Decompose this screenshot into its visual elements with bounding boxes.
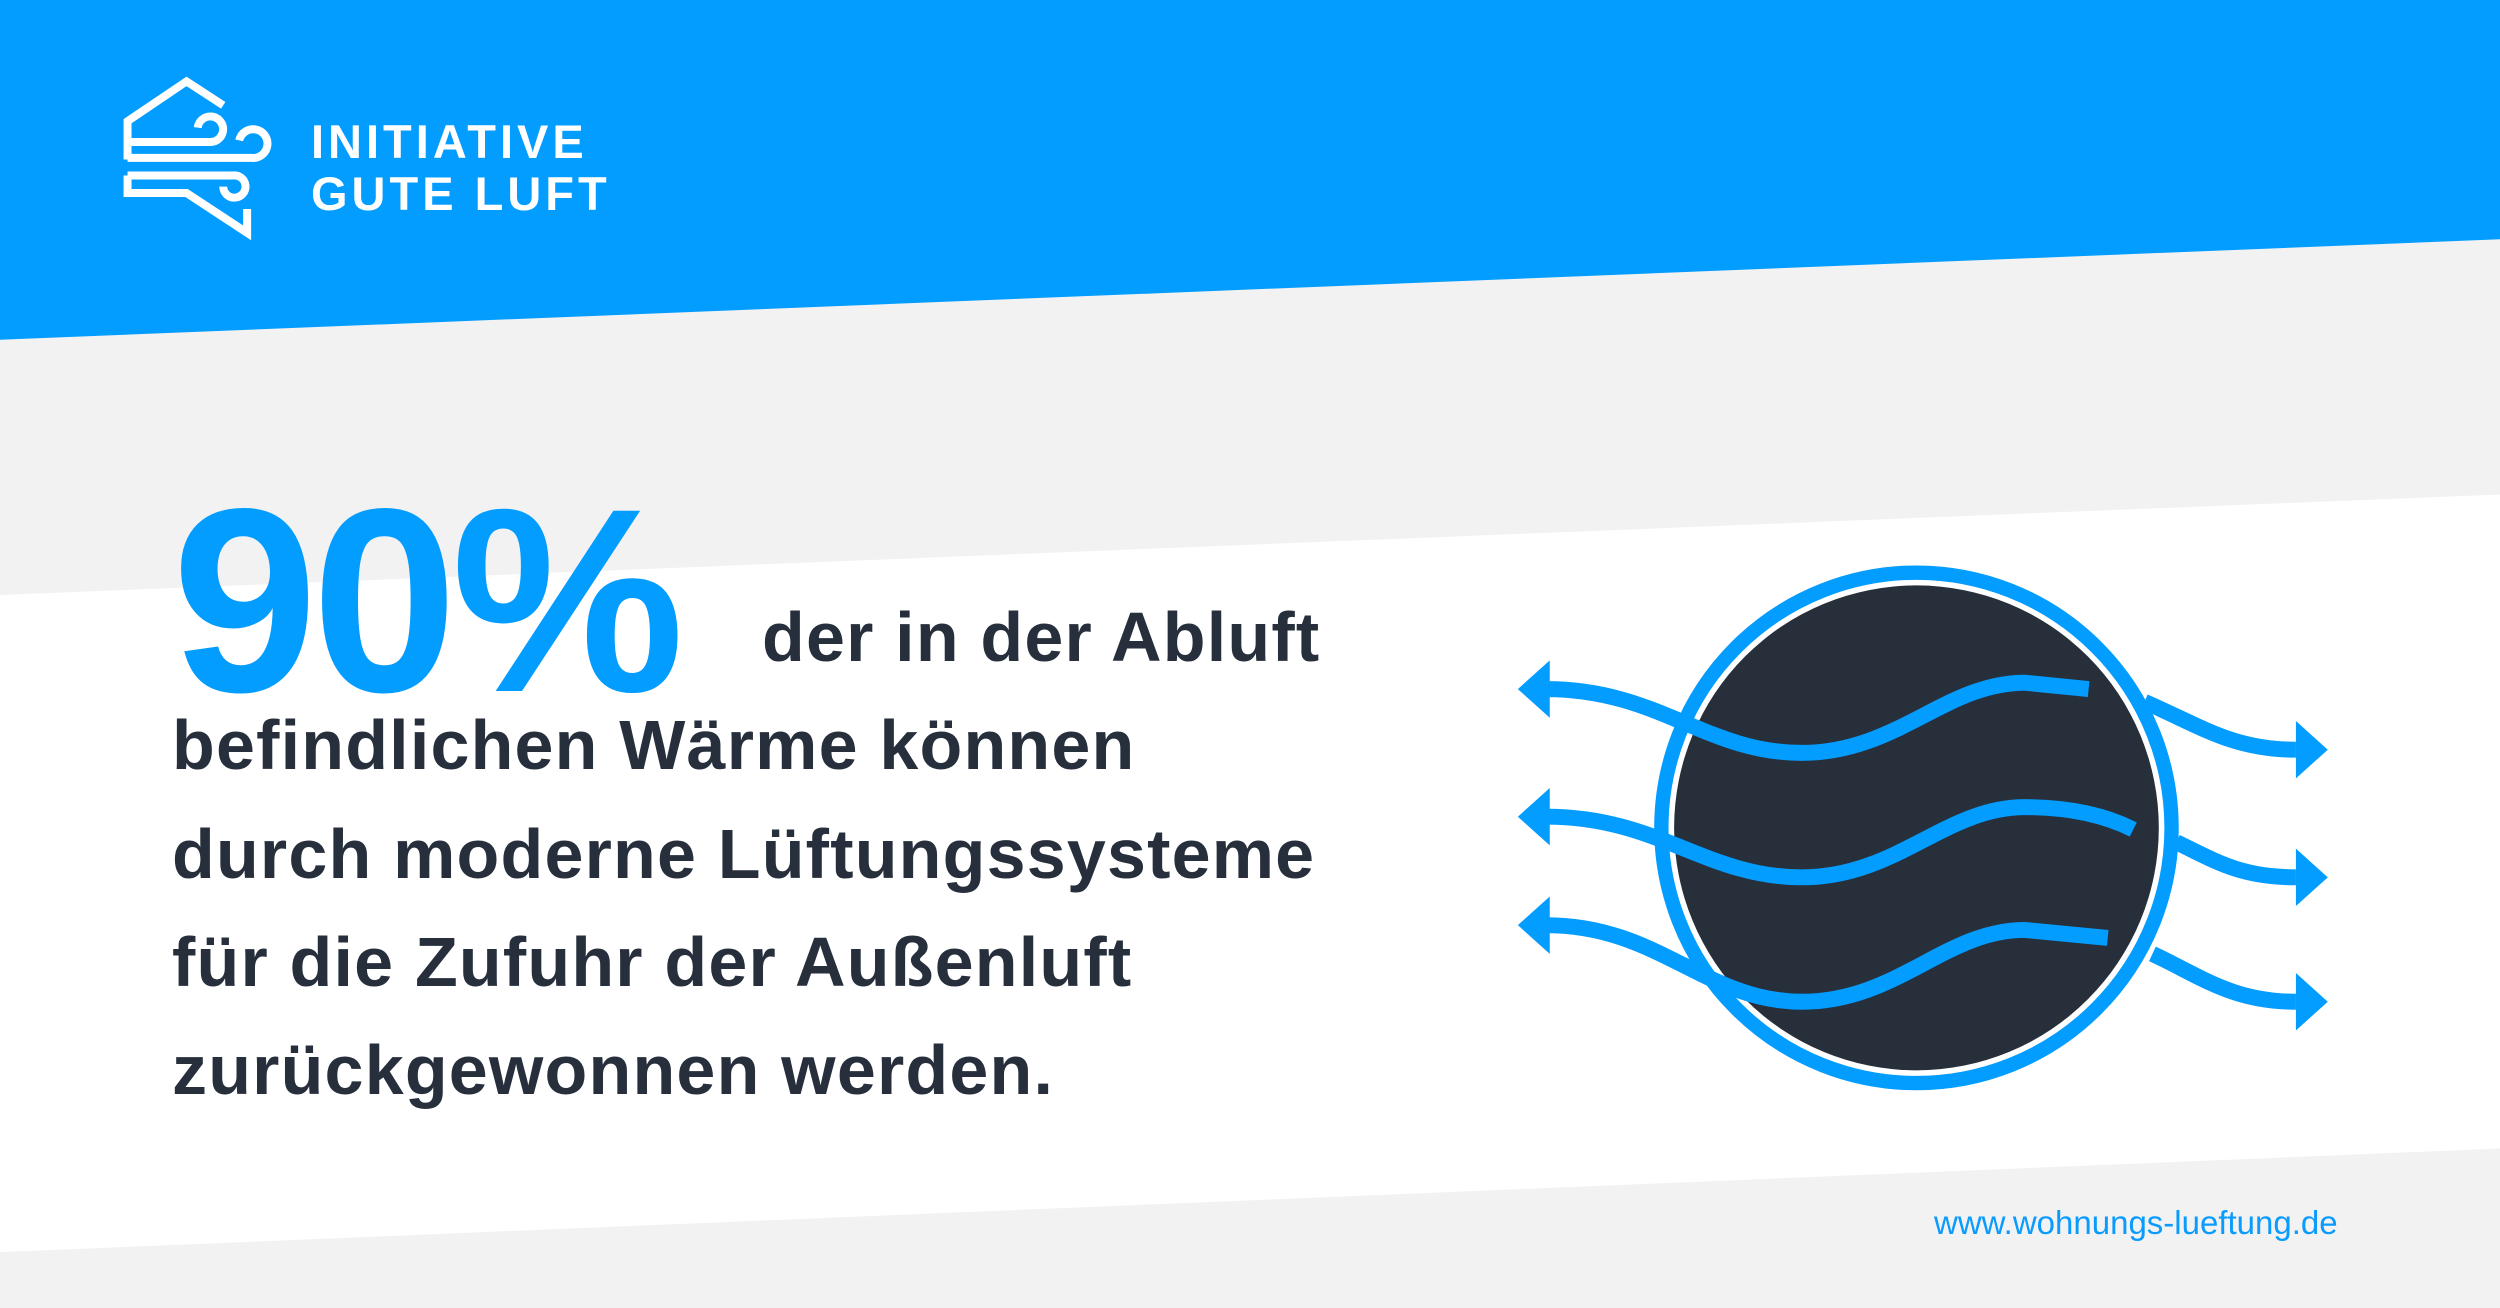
- top-blue-band: [0, 0, 2500, 340]
- headline-line: durch moderne Lüftungssysteme: [172, 815, 1316, 893]
- headline-line: für die Zufuhr der Außenluft: [172, 923, 1133, 1001]
- brand-name-line1: INITIATIVE: [311, 115, 588, 168]
- brand-name-line2: GUTE LUFT: [311, 167, 611, 220]
- heat-exchanger-airflow-icon: [1517, 565, 2328, 1091]
- house-wind-icon: [123, 76, 272, 241]
- website-link[interactable]: www.wohnungs-lueftung.de: [1934, 1204, 2338, 1241]
- headline-line: befindlichen Wärme können: [172, 706, 1136, 784]
- headline-percent: 90%: [172, 454, 684, 747]
- headline-line: zurückgewonnen werden.: [172, 1031, 1055, 1109]
- headline-line: der in der Abluft: [762, 598, 1321, 676]
